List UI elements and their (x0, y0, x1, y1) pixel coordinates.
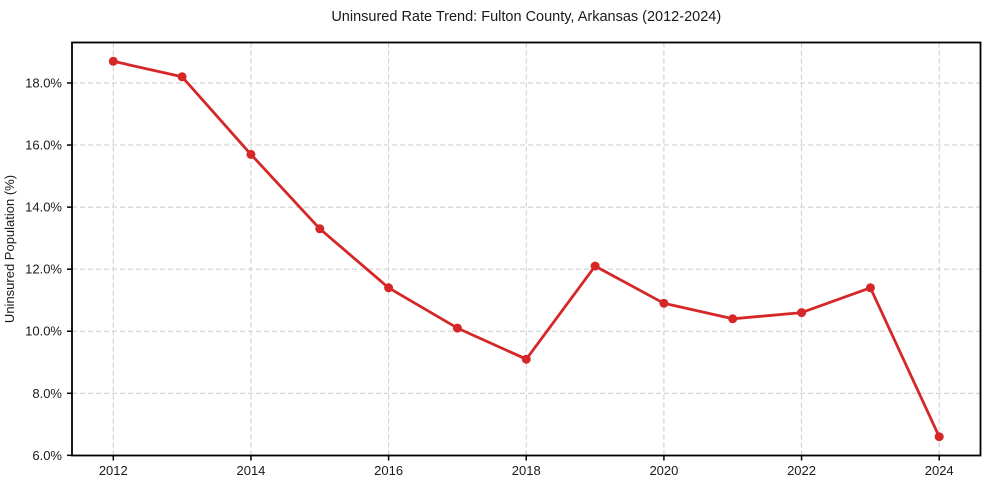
y-tick-label: 16.0% (25, 138, 62, 153)
plot-frame (71, 41, 982, 457)
data-point-marker (659, 298, 669, 308)
x-tick-label: 2014 (236, 463, 265, 478)
y-tick-label: 6.0% (32, 448, 62, 463)
data-point-marker (315, 224, 325, 234)
data-point-marker (177, 72, 187, 82)
x-tick-label: 2016 (374, 463, 403, 478)
data-point-marker (797, 308, 807, 318)
y-tick-label: 12.0% (25, 262, 62, 277)
x-tick-label: 2024 (925, 463, 954, 478)
data-point-marker (728, 314, 738, 324)
data-point-marker (108, 56, 118, 66)
data-point-marker (590, 261, 600, 271)
tick-layer (67, 82, 940, 461)
tick-label-layer: 2012 2014 2016 2018 2020 2022 2024 6.0% 8.0% 10.0… (25, 75, 954, 478)
data-point-marker (384, 283, 394, 293)
x-tick-label: 2020 (649, 463, 678, 478)
data-point-marker (246, 149, 256, 159)
data-point-marker (521, 354, 531, 364)
y-tick-label: 8.0% (32, 386, 62, 401)
y-axis-title: Uninsured Population (%) (2, 175, 17, 323)
data-point-marker (865, 283, 875, 293)
grid-layer (72, 42, 981, 456)
data-point-marker (452, 323, 462, 333)
uninsured-rate-series (108, 56, 944, 442)
x-tick-label: 2018 (512, 463, 541, 478)
x-tick-label: 2012 (99, 463, 128, 478)
y-tick-label: 18.0% (25, 75, 62, 90)
y-tick-label: 10.0% (25, 324, 62, 339)
chart-title: Uninsured Rate Trend: Fulton County, Ark… (331, 9, 721, 25)
y-tick-label: 14.0% (25, 200, 62, 215)
x-tick-label: 2022 (787, 463, 816, 478)
data-point-marker (934, 432, 944, 442)
